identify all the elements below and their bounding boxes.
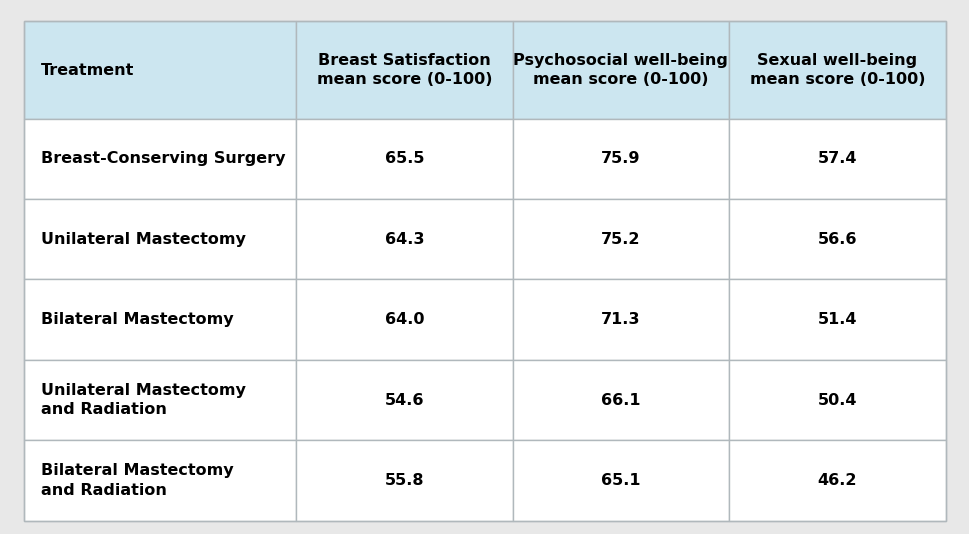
Bar [24, 21, 296, 119]
Text: 75.9: 75.9 [601, 152, 640, 167]
Text: Unilateral Mastectomy
and Radiation: Unilateral Mastectomy and Radiation [41, 383, 245, 417]
Bar [512, 279, 729, 360]
Bar [512, 360, 729, 440]
Text: Breast Satisfaction
mean score (0-100): Breast Satisfaction mean score (0-100) [316, 53, 491, 87]
Text: 65.5: 65.5 [385, 152, 423, 167]
Text: 64.3: 64.3 [385, 232, 423, 247]
Text: 56.6: 56.6 [817, 232, 857, 247]
Text: Treatment: Treatment [41, 62, 134, 77]
Bar [296, 119, 512, 199]
Bar [512, 199, 729, 279]
Text: 65.1: 65.1 [601, 473, 640, 488]
Bar [24, 199, 296, 279]
Bar [512, 21, 729, 119]
Bar [24, 360, 296, 440]
Text: 50.4: 50.4 [817, 392, 857, 407]
Bar [729, 279, 945, 360]
Bar [729, 21, 945, 119]
Text: Bilateral Mastectomy
and Radiation: Bilateral Mastectomy and Radiation [41, 464, 234, 498]
Bar [24, 279, 296, 360]
Text: 64.0: 64.0 [385, 312, 423, 327]
Bar [512, 119, 729, 199]
Text: 71.3: 71.3 [601, 312, 640, 327]
Bar [296, 21, 512, 119]
Text: 55.8: 55.8 [385, 473, 423, 488]
Text: Unilateral Mastectomy: Unilateral Mastectomy [41, 232, 245, 247]
Bar [296, 199, 512, 279]
Text: Breast-Conserving Surgery: Breast-Conserving Surgery [41, 152, 285, 167]
Bar [729, 199, 945, 279]
Text: 51.4: 51.4 [817, 312, 857, 327]
Text: 54.6: 54.6 [385, 392, 423, 407]
Text: Psychosocial well-being
mean score (0-100): Psychosocial well-being mean score (0-10… [513, 53, 728, 87]
Bar [24, 119, 296, 199]
Bar [729, 440, 945, 521]
Bar [729, 119, 945, 199]
Bar [296, 279, 512, 360]
Bar [296, 360, 512, 440]
Text: Bilateral Mastectomy: Bilateral Mastectomy [41, 312, 234, 327]
Bar [512, 440, 729, 521]
Bar [296, 440, 512, 521]
Bar [24, 440, 296, 521]
Text: Sexual well-being
mean score (0-100): Sexual well-being mean score (0-100) [749, 53, 924, 87]
Bar [729, 360, 945, 440]
Text: 75.2: 75.2 [601, 232, 640, 247]
Text: 57.4: 57.4 [817, 152, 857, 167]
Text: 66.1: 66.1 [601, 392, 640, 407]
Text: 46.2: 46.2 [817, 473, 857, 488]
